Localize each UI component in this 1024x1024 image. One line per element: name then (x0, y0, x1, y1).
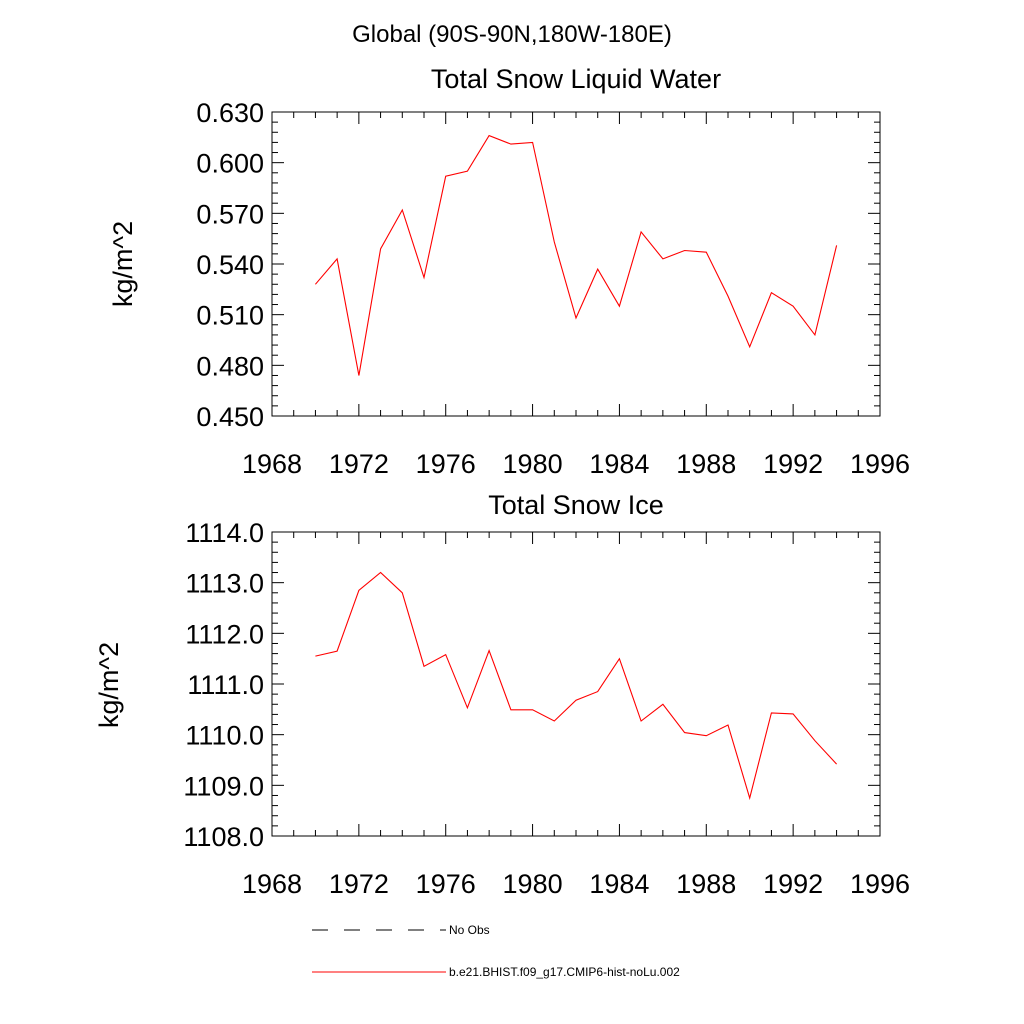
x-tick-label: 1992 (763, 869, 823, 899)
legend-entry-model-run: b.e21.BHIST.f09_g17.CMIP6-hist-noLu.002 (312, 965, 680, 979)
y-tick-label: 0.450 (196, 402, 264, 432)
y-tick-label: 0.510 (196, 301, 264, 331)
plot-area-snow-ice: 1108.0 1109.0 1110.0 1111.0 1112.0 1113.0 1114… (183, 518, 910, 899)
legend-label-model-run: b.e21.BHIST.f09_g17.CMIP6-hist-noLu.002 (449, 965, 680, 979)
x-tick-label: 1996 (850, 449, 910, 479)
panel-liquid-water: Total Snow Liquid Water kg/m^2 0.450 0.48… (108, 64, 910, 479)
x-tick-label: 1988 (676, 869, 736, 899)
x-tick-label: 1968 (242, 449, 302, 479)
x-tick-label: 1988 (676, 449, 736, 479)
x-tick-label: 1976 (416, 449, 476, 479)
legend-entry-no-obs: No Obs (312, 923, 490, 937)
x-tick-label: 1984 (589, 869, 649, 899)
y-tick-label: 1112.0 (185, 619, 264, 649)
plot-area-liquid-water: 0.450 0.480 0.510 0.540 0.570 0.600 0.630 1968 1… (196, 98, 910, 479)
y-tick-label: 1108.0 (183, 822, 264, 852)
x-tick-label: 1972 (329, 449, 389, 479)
y-tick-label: 0.600 (196, 149, 264, 179)
y-tick-label: 1111.0 (187, 670, 264, 700)
plot-frame (271, 531, 881, 837)
panel-title-liquid-water: Total Snow Liquid Water (431, 64, 721, 94)
x-tick-label: 1984 (589, 449, 649, 479)
y-tick-label: 0.540 (196, 250, 264, 280)
x-tick-label: 1992 (763, 449, 823, 479)
y-tick-label: 0.480 (196, 351, 264, 381)
y-axis-label-liquid-water: kg/m^2 (108, 221, 138, 307)
series-line-liquid-water (314, 134, 838, 376)
panel-snow-ice: Total Snow Ice kg/m^2 1108.0 1109.0 1110.0… (94, 490, 910, 899)
y-tick-label: 1110.0 (185, 721, 264, 751)
y-tick-label: 0.630 (196, 98, 264, 128)
x-tick-label: 1996 (850, 869, 910, 899)
figure-suptitle: Global (90S-90N,180W-180E) (352, 21, 672, 48)
y-tick-label: 1109.0 (183, 771, 264, 801)
series-line-snow-ice (315, 571, 838, 801)
y-tick-label: 1113.0 (185, 569, 264, 599)
y-tick-label: 0.570 (196, 199, 264, 229)
legend-label-no-obs: No Obs (449, 923, 490, 937)
plot-frame (271, 111, 881, 417)
legend: No Obs b.e21.BHIST.f09_g17.CMIP6-hist-no… (312, 923, 680, 979)
x-tick-label: 1976 (416, 869, 476, 899)
panel-title-snow-ice: Total Snow Ice (488, 490, 664, 520)
x-tick-label: 1980 (503, 869, 563, 899)
y-axis-label-snow-ice: kg/m^2 (94, 642, 124, 728)
x-tick-label: 1968 (242, 869, 302, 899)
x-tick-label: 1980 (503, 449, 563, 479)
x-tick-label: 1972 (329, 869, 389, 899)
y-tick-label: 1114.0 (185, 518, 264, 548)
